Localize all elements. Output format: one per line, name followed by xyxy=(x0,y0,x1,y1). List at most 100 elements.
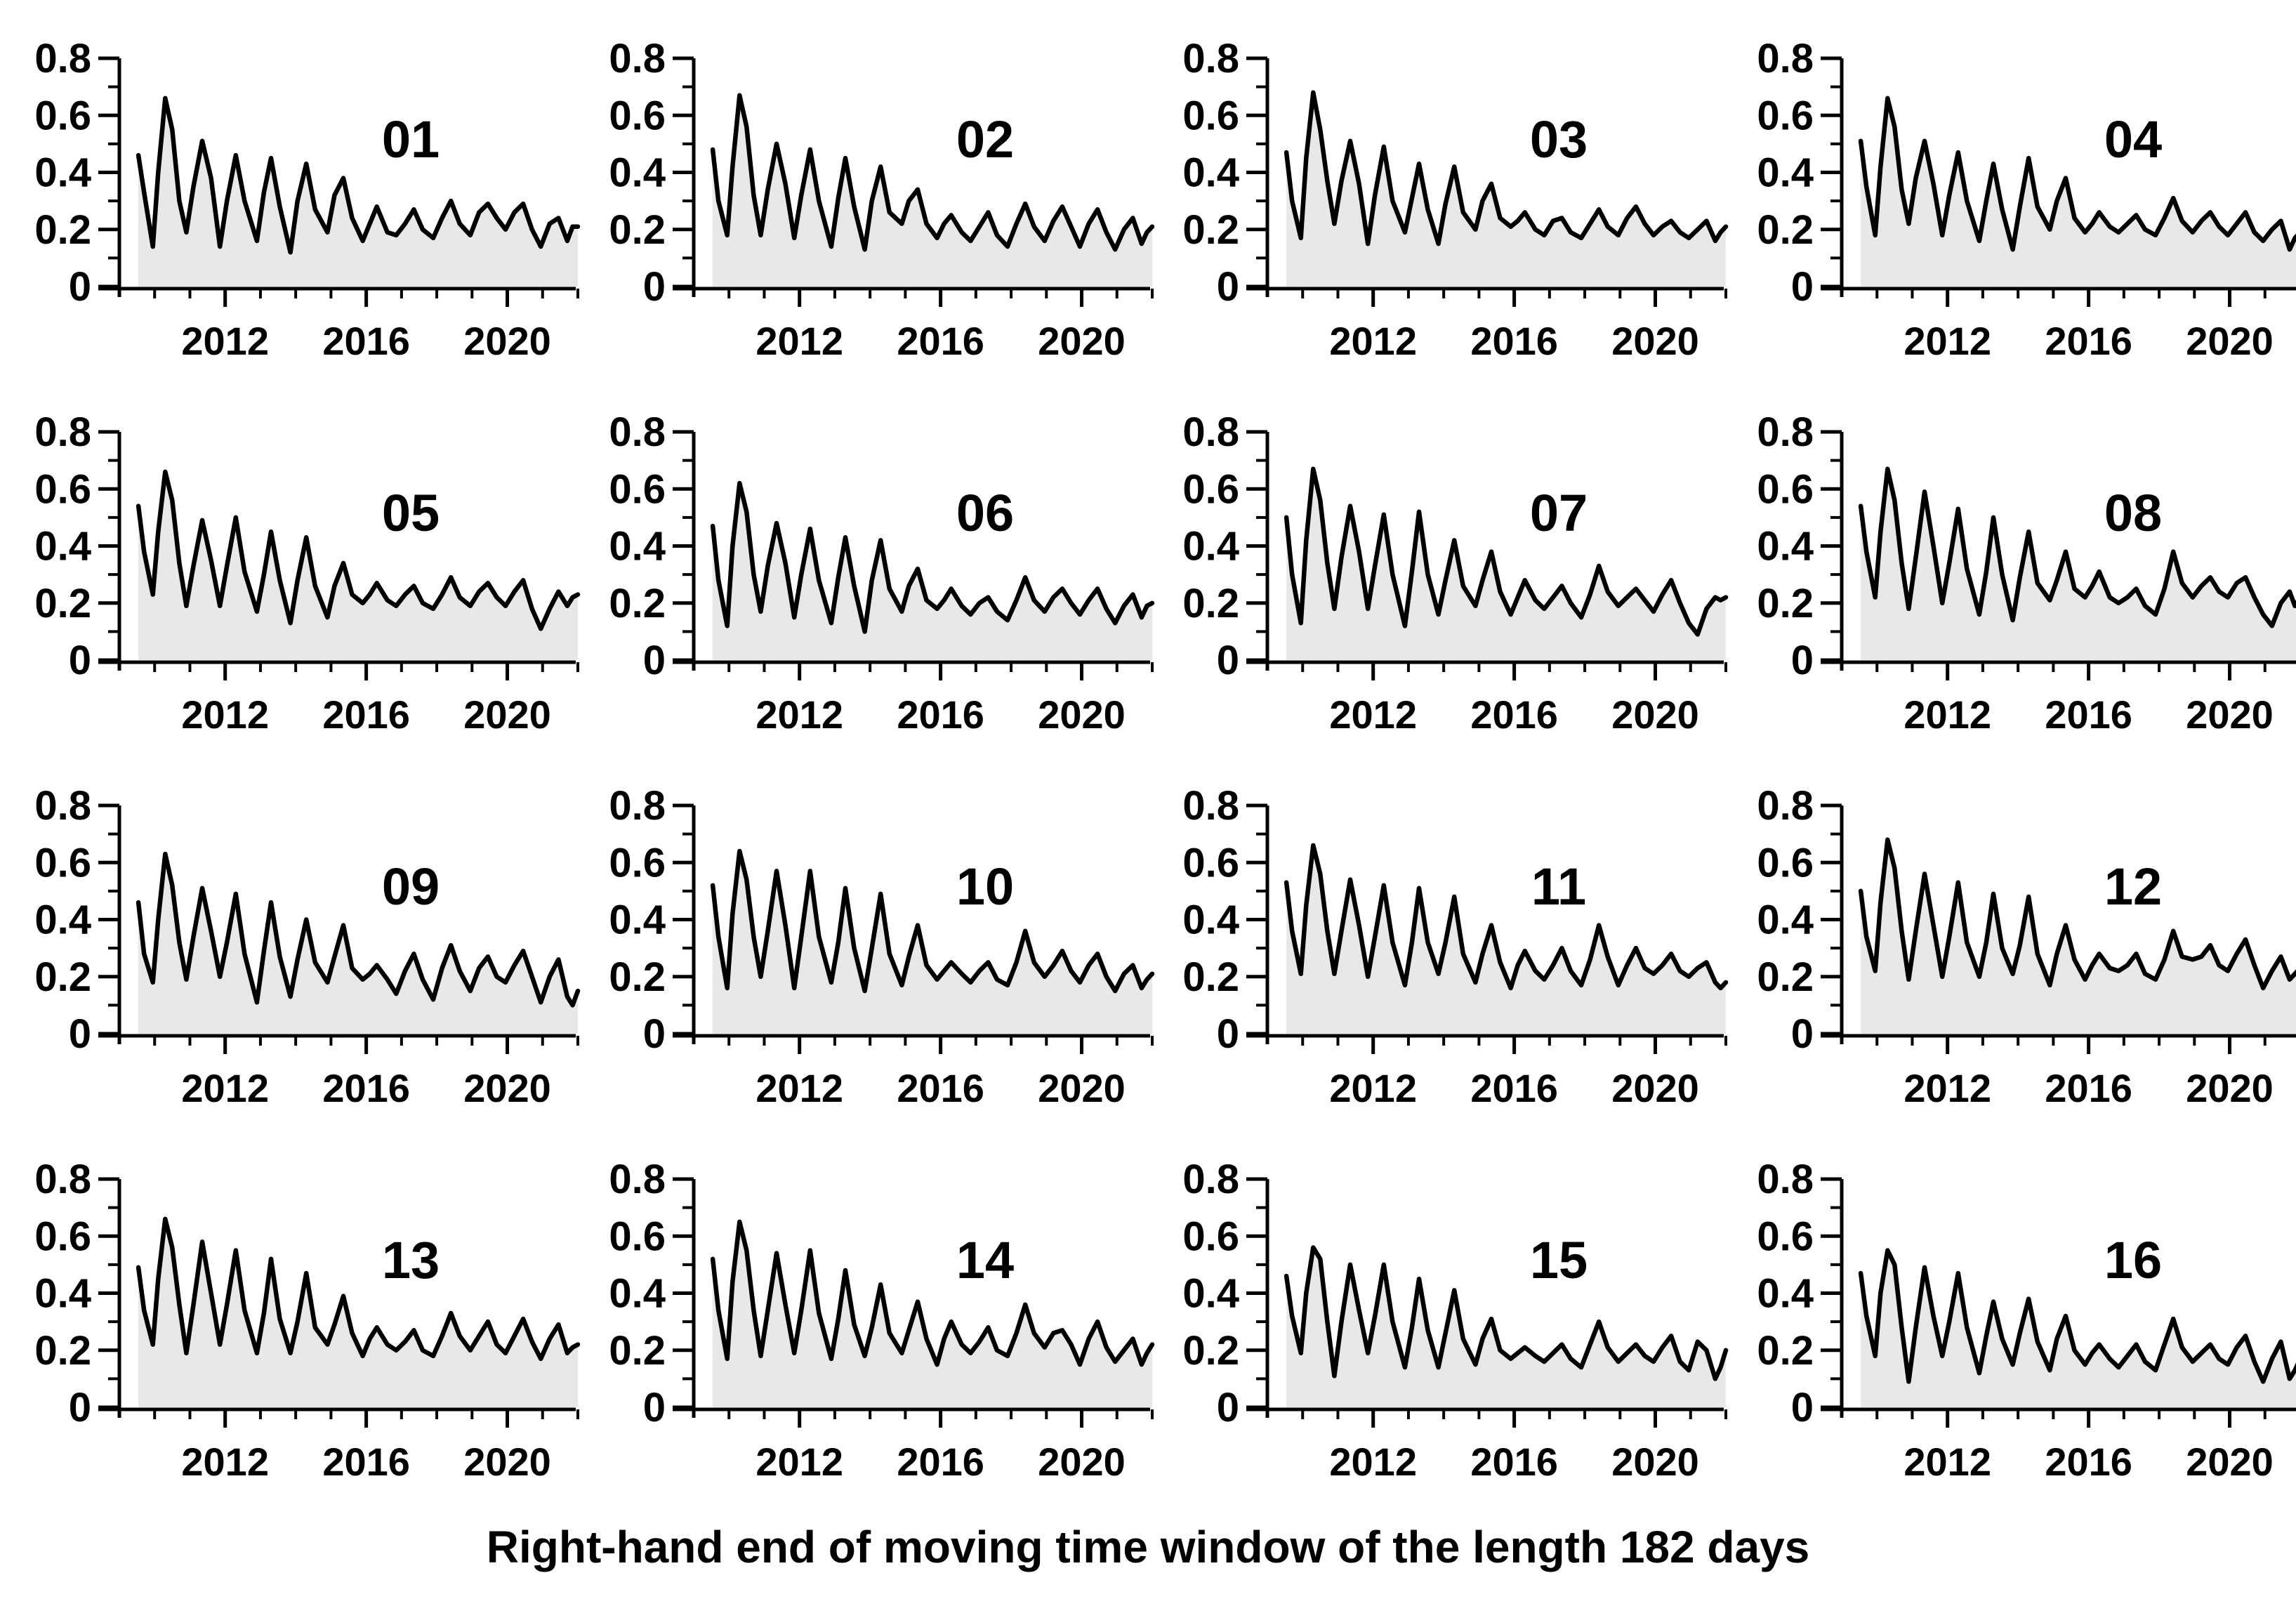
y-tick-label: 0.8 xyxy=(34,783,91,829)
y-tick-label: 0.8 xyxy=(1757,783,1814,829)
subplot-grid: 0 0.2 0.4 0.6 0.8 2012 2016 2020 01 0 0.2 0.4 0.6 0.8… xyxy=(0,0,2296,1494)
series-line xyxy=(1858,837,2296,991)
y-tick-label: 0.6 xyxy=(1757,93,1814,138)
y-tick-label: 0.4 xyxy=(609,897,666,943)
y-tick-label: 0.2 xyxy=(609,1328,666,1374)
chart-svg-12: 0 0.2 0.4 0.6 0.8 2012 2016 2020 12 xyxy=(1757,783,2296,1110)
y-tick-label: 0.6 xyxy=(609,1213,666,1259)
x-tick-label: 2012 xyxy=(1329,1066,1417,1110)
chart-svg-08: 0 0.2 0.4 0.6 0.8 2012 2016 2020 08 xyxy=(1757,409,2296,737)
subplot-01: 0 0.2 0.4 0.6 0.8 2012 2016 2020 01 xyxy=(0,0,581,374)
chart-svg-05: 0 0.2 0.4 0.6 0.8 2012 2016 2020 05 xyxy=(34,409,581,737)
y-tick-label: 0.2 xyxy=(34,207,91,253)
y-tick-label: 0.4 xyxy=(609,150,666,196)
y-tick-label: 0.8 xyxy=(1757,409,1814,455)
chart-svg-02: 0 0.2 0.4 0.6 0.8 2012 2016 2020 02 xyxy=(609,36,1154,363)
x-tick-label: 2012 xyxy=(1904,1440,1991,1484)
panel-label: 15 xyxy=(1530,1231,1588,1289)
panel-label: 12 xyxy=(2104,857,2161,916)
x-tick-label: 2020 xyxy=(463,1066,551,1110)
series-area-fill xyxy=(712,851,1152,1034)
series-line xyxy=(1858,1248,2296,1384)
y-tick-label: 0.6 xyxy=(34,466,91,512)
subplot-07: 0 0.2 0.4 0.6 0.8 2012 2016 2020 07 xyxy=(1148,374,1729,747)
series-line xyxy=(136,851,581,1008)
x-tick-label: 2016 xyxy=(897,319,984,363)
y-tick-label: 0.8 xyxy=(1182,409,1239,455)
series-line xyxy=(1858,466,2296,629)
chart-svg-07: 0 0.2 0.4 0.6 0.8 2012 2016 2020 07 xyxy=(1182,409,1729,737)
y-tick-label: 0.2 xyxy=(609,954,666,1000)
x-tick-label: 2012 xyxy=(1329,1440,1417,1484)
series-area-fill xyxy=(138,1218,579,1407)
y-tick-label: 0.6 xyxy=(34,840,91,886)
y-tick-label: 0.6 xyxy=(609,93,666,138)
x-tick-label: 2012 xyxy=(1329,692,1417,737)
x-tick-label: 2012 xyxy=(181,1066,269,1110)
y-tick-label: 0.6 xyxy=(1757,466,1814,512)
panel-label: 13 xyxy=(382,1231,440,1289)
y-tick-label: 0 xyxy=(1790,1011,1813,1057)
panel-label: 16 xyxy=(2104,1231,2161,1289)
panel-label: 03 xyxy=(1530,110,1588,169)
x-tick-label: 2016 xyxy=(322,1440,410,1484)
x-tick-label: 2012 xyxy=(181,1440,269,1484)
subplot-14: 0 0.2 0.4 0.6 0.8 2012 2016 2020 14 xyxy=(574,1121,1154,1494)
y-tick-label: 0.6 xyxy=(1757,840,1814,886)
x-tick-label: 2020 xyxy=(1611,1066,1699,1110)
chart-svg-04: 0 0.2 0.4 0.6 0.8 2012 2016 2020 04 xyxy=(1757,36,2296,363)
chart-svg-10: 0 0.2 0.4 0.6 0.8 2012 2016 2020 10 xyxy=(609,783,1154,1110)
subplot-12: 0 0.2 0.4 0.6 0.8 2012 2016 2020 12 xyxy=(1722,747,2296,1121)
y-tick-label: 0.8 xyxy=(1182,783,1239,829)
series-area-fill xyxy=(712,95,1152,287)
panel-label: 11 xyxy=(1531,857,1586,916)
chart-svg-13: 0 0.2 0.4 0.6 0.8 2012 2016 2020 13 xyxy=(34,1157,581,1484)
series-area-fill xyxy=(1286,92,1726,287)
y-tick-label: 0.8 xyxy=(609,783,666,829)
y-tick-label: 0 xyxy=(69,1011,91,1057)
x-tick-label: 2020 xyxy=(1611,1440,1699,1484)
y-tick-label: 0.6 xyxy=(1182,466,1239,512)
y-tick-label: 0.6 xyxy=(1757,1213,1814,1259)
y-tick-label: 0.4 xyxy=(34,524,91,570)
y-tick-label: 0.8 xyxy=(609,409,666,455)
subplot-09: 0 0.2 0.4 0.6 0.8 2012 2016 2020 09 xyxy=(0,747,581,1121)
x-tick-label: 2016 xyxy=(322,692,410,737)
x-axis-caption: Right-hand end of moving time window of … xyxy=(486,1521,1810,1572)
y-tick-label: 0.2 xyxy=(34,581,91,626)
x-tick-label: 2020 xyxy=(1038,1066,1126,1110)
x-tick-label: 2020 xyxy=(1038,1440,1126,1484)
series-line xyxy=(136,96,581,255)
y-tick-label: 0.4 xyxy=(609,1271,666,1317)
y-tick-label: 0.4 xyxy=(1757,150,1814,196)
y-tick-label: 0.2 xyxy=(1757,1328,1814,1374)
y-tick-label: 0.2 xyxy=(1182,581,1239,626)
x-tick-label: 2016 xyxy=(897,692,984,737)
y-tick-label: 0.8 xyxy=(34,36,91,81)
x-tick-label: 2020 xyxy=(1038,692,1126,737)
series-line xyxy=(710,848,1154,994)
x-tick-label: 2016 xyxy=(1470,1066,1558,1110)
x-tick-label: 2020 xyxy=(2186,692,2274,737)
y-tick-label: 0.6 xyxy=(34,93,91,138)
x-tick-label: 2020 xyxy=(463,1440,551,1484)
y-tick-label: 0 xyxy=(1217,1011,1239,1057)
series-line xyxy=(1858,96,2296,252)
y-tick-label: 0.8 xyxy=(1757,1157,1814,1202)
subplot-02: 0 0.2 0.4 0.6 0.8 2012 2016 2020 02 xyxy=(574,0,1154,374)
x-tick-label: 2012 xyxy=(1904,1066,1991,1110)
series-line xyxy=(710,1219,1154,1367)
y-tick-label: 0.2 xyxy=(1182,954,1239,1000)
subplot-05: 0 0.2 0.4 0.6 0.8 2012 2016 2020 05 xyxy=(0,374,581,747)
x-tick-label: 2016 xyxy=(2045,1440,2132,1484)
subplot-13: 0 0.2 0.4 0.6 0.8 2012 2016 2020 13 xyxy=(0,1121,581,1494)
x-tick-label: 2012 xyxy=(756,1066,843,1110)
chart-svg-06: 0 0.2 0.4 0.6 0.8 2012 2016 2020 06 xyxy=(609,409,1154,737)
panel-label: 07 xyxy=(1530,484,1588,542)
panel-label: 14 xyxy=(956,1231,1013,1289)
chart-svg-11: 0 0.2 0.4 0.6 0.8 2012 2016 2020 11 xyxy=(1182,783,1729,1110)
x-tick-label: 2012 xyxy=(181,319,269,363)
series-line xyxy=(1284,843,1729,991)
y-tick-label: 0.2 xyxy=(1182,1328,1239,1374)
